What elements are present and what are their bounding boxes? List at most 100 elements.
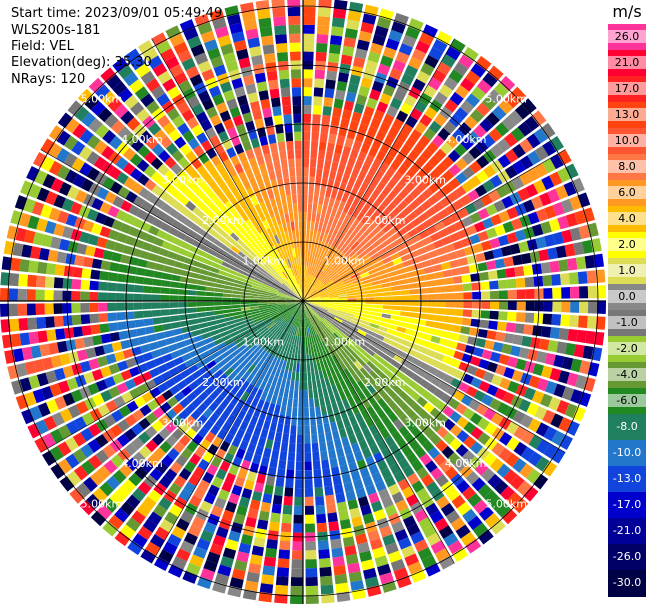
ray-gate [250, 195, 259, 206]
ray-gate [488, 320, 498, 330]
ray-gate [526, 133, 541, 149]
ray-gate [206, 360, 217, 370]
ray-gate [288, 305, 296, 312]
ray-gate [339, 338, 348, 347]
ray-gate [222, 547, 237, 560]
ray-gate [367, 51, 381, 63]
ray-gate [289, 316, 295, 325]
ray-gate [252, 248, 261, 257]
ray-gate [371, 200, 381, 211]
ray-gate [362, 387, 372, 398]
ray-gate [340, 271, 350, 279]
ray-gate [180, 510, 194, 524]
ray-gate [298, 336, 302, 346]
ray-gate [250, 343, 259, 352]
ray-gate [49, 445, 64, 462]
ray-gate [247, 37, 261, 49]
ray-gate [390, 340, 401, 349]
ray-gate [288, 442, 296, 453]
ray-gate [50, 236, 62, 250]
ray-gate [178, 346, 190, 356]
ray-gate [193, 335, 204, 343]
ray-gate [301, 265, 303, 275]
ray-gate [146, 453, 160, 467]
ray-gate [337, 163, 346, 174]
ray-gate [330, 538, 343, 549]
ray-gate [267, 334, 275, 343]
ray-gate [327, 310, 337, 316]
ray-gate [368, 463, 380, 476]
ray-gate [246, 323, 256, 330]
ray-gate [164, 182, 177, 195]
ray-gate [388, 345, 399, 354]
ray-gate [422, 333, 433, 342]
ray-gate [344, 28, 358, 39]
ray-gate [310, 292, 320, 298]
ray-gate [392, 257, 403, 266]
ray-gate [149, 534, 165, 548]
ray-gate [275, 215, 282, 225]
ray-gate [355, 332, 365, 340]
ray-gate [449, 259, 460, 269]
ray-gate [447, 251, 458, 261]
ray-gate [313, 389, 319, 399]
ray-gate [45, 370, 58, 384]
ray-gate [382, 223, 393, 233]
ray-gate [336, 135, 346, 146]
ray-gate [493, 82, 509, 98]
ray-gate [277, 233, 284, 243]
ray-gate [452, 316, 463, 325]
colorbar: 26.0 21.0 17.0 13.0 10.0 8.0 6.0 4.0 2.0 1.0 0.0 -1… [608, 24, 646, 597]
ray-gate [495, 331, 506, 342]
ray-gate [405, 328, 415, 336]
ray-gate [386, 178, 398, 190]
ray-gate [274, 278, 283, 286]
ray-gate [286, 304, 295, 309]
ray-gate [480, 291, 491, 300]
ray-gate [232, 417, 243, 429]
ray-gate [280, 159, 288, 169]
ray-gate [326, 267, 335, 276]
ray-gate [169, 308, 179, 315]
ray-gate [371, 158, 382, 170]
ray-gate [417, 408, 429, 420]
ray-gate [275, 584, 289, 595]
ray-gate [233, 241, 243, 251]
ray-gate [449, 91, 464, 106]
ray-gate [266, 538, 278, 550]
ray-gate [312, 267, 318, 277]
ray-gate [236, 377, 246, 388]
ray-gate [134, 86, 150, 101]
ray-gate [275, 277, 283, 285]
range-label: 5.00km [81, 497, 123, 510]
ray-gate [331, 334, 339, 343]
ray-gate [261, 172, 270, 183]
ray-gate [263, 556, 276, 567]
ray-gate [194, 217, 206, 228]
ray-gate [202, 407, 214, 419]
ray-gate [250, 376, 259, 386]
ray-gate [443, 120, 457, 135]
ray-gate [264, 239, 272, 249]
ray-gate [123, 213, 136, 225]
ray-gate [323, 196, 330, 207]
ray-gate [368, 492, 380, 504]
ray-gate [376, 409, 387, 420]
ray-gate [18, 212, 31, 228]
ray-gate [512, 160, 526, 175]
ray-gate [358, 268, 368, 276]
ray-gate [177, 122, 190, 136]
ray-gate [205, 286, 215, 292]
ray-gate [379, 8, 394, 21]
ray-gate [333, 332, 341, 341]
ray-gate [152, 63, 168, 77]
ray-gate [285, 298, 295, 301]
ray-gate [289, 248, 294, 258]
ray-gate [373, 292, 384, 297]
ray-gate [1, 334, 13, 349]
ray-gate [158, 549, 174, 564]
ray-gate [524, 312, 535, 324]
ray-gate [328, 235, 335, 246]
ray-gate [425, 348, 437, 358]
ray-gate [473, 347, 484, 358]
